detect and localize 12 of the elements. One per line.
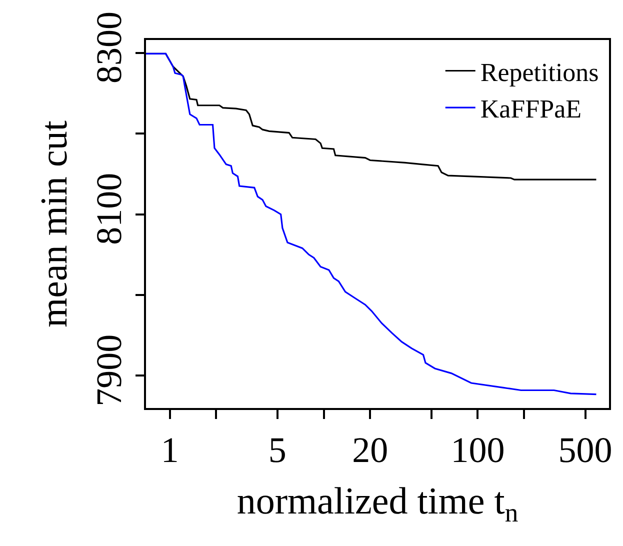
x-axis-title: normalized time t$_{n}$ [236, 480, 518, 528]
x-tick-label: 500 [558, 430, 612, 470]
y-tick-label: 8300 [88, 12, 129, 84]
legend-label: Repetitions [480, 58, 599, 87]
x-tick-label: 20 [352, 430, 388, 470]
x-tick-label: 1 [160, 430, 179, 470]
legend-label: KaFFPaE [480, 94, 582, 124]
x-tick-label: 5 [268, 430, 286, 470]
y-tick-label: 8100 [88, 172, 129, 245]
y-tick-label: 7900 [88, 334, 129, 406]
y-axis-title: mean min cut [34, 120, 76, 328]
x-tick-label: 100 [450, 430, 505, 470]
